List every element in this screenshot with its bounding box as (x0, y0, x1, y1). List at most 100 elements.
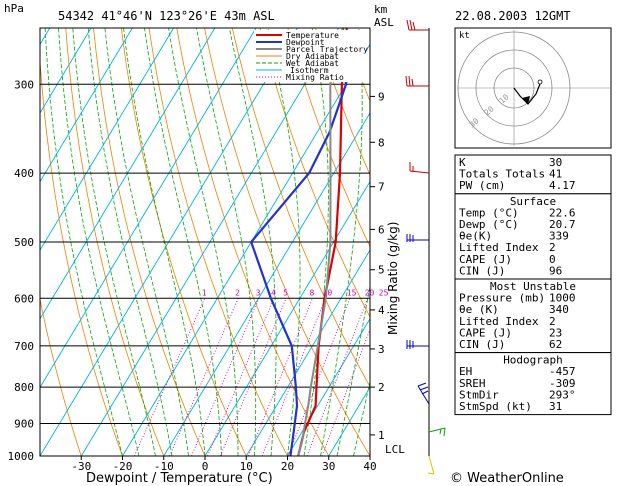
altitude-axis: 1 2 3 4 5 6 7 8 9 (370, 90, 385, 442)
legend-isotherm: Isotherm (290, 66, 329, 75)
table-row-value: 1000 (549, 292, 576, 305)
mixing-ratio-line (207, 298, 275, 456)
altitude-tick-label: 3 (378, 343, 385, 356)
temperature-axis: -30 -20 -10 0 10 20 30 40 (71, 456, 377, 473)
wet-adiabat-line (336, 284, 370, 456)
altitude-tick-label: 5 (378, 264, 385, 277)
legend-parcel: Parcel Trajectory (286, 45, 368, 54)
dry-adiabat-line (148, 28, 288, 456)
legend-mixing-ratio: Mixing Ratio (286, 73, 344, 82)
wind-barb (409, 162, 430, 174)
table-row-value: 0 (549, 253, 556, 266)
dry-adiabat-line (259, 28, 370, 318)
mixing-ratio-line (287, 298, 351, 456)
mixing-ratio-line (306, 298, 369, 456)
mixing-ratio-line (321, 328, 370, 456)
table-row-label: Totals Totals (459, 168, 545, 181)
table-row-label: Dewp (°C) (459, 218, 519, 231)
pressure-tick-label: 800 (14, 381, 34, 394)
table-row-label: Temp (°C) (459, 206, 519, 219)
wind-barb (405, 75, 429, 87)
x-tick-label: -10 (154, 460, 174, 473)
mixing-ratio-lines (133, 298, 370, 456)
asl-label: ASL (374, 16, 394, 29)
altitude-tick-label: 8 (378, 136, 385, 149)
table-row-label: StmSpd (kt) (459, 400, 532, 413)
altitude-tick-label: 9 (378, 90, 385, 103)
altitude-tick-label: 7 (378, 181, 385, 194)
parcel-trajectory-line (297, 28, 344, 456)
mixing-ratio-label: 25 (379, 288, 389, 297)
legend-wet-adiabat: Wet Adiabat (286, 59, 339, 68)
x-tick-label: 10 (240, 460, 253, 473)
mixing-ratio-label: 1 (202, 288, 207, 297)
table-row-value: 41 (549, 168, 562, 181)
table-row-label: Lifted Index (459, 241, 539, 254)
table-row-value: 22.6 (549, 206, 576, 219)
mixing-ratio-line (191, 298, 260, 456)
mixing-ratio-label: 10 (323, 288, 333, 297)
x-tick-label: -20 (113, 460, 133, 473)
dry-adiabat-line (40, 54, 123, 456)
legend-temperature: Temperature (286, 31, 339, 40)
table-row-label: StmDir (459, 388, 499, 401)
table-row-value: 62 (549, 338, 562, 351)
pressure-tick-label: 900 (14, 418, 34, 431)
x-tick-label: 0 (202, 460, 209, 473)
station-info: 54342 41°46'N 123°26'E 43m ASL (58, 9, 275, 23)
wet-adiabat-line (123, 28, 206, 456)
table-section (454, 193, 612, 280)
mixing-ratio-label: 15 (347, 288, 357, 297)
table-row-value: 20.7 (549, 218, 576, 231)
table-row-value: 31 (549, 400, 562, 413)
isotherm-line (287, 317, 370, 456)
isotherm-line (245, 249, 370, 456)
wet-adiabat-line (144, 28, 222, 456)
datetime: 22.08.2003 12GMT (455, 9, 571, 23)
table-row-label: PW (cm) (459, 179, 505, 192)
wind-barb (428, 427, 446, 437)
x-tick-label: -30 (71, 460, 91, 473)
table-row-value: 2 (549, 241, 556, 254)
wet-adiabat-line (72, 28, 156, 456)
table-row-label: SREH (459, 377, 486, 390)
lcl-label: LCL (385, 443, 405, 456)
y-axis-title: Mixing Ratio (g/kg) (386, 222, 400, 335)
pressure-tick-label: 400 (14, 167, 34, 180)
dry-adiabat-line (621, 28, 629, 456)
table-row-value: 96 (549, 264, 562, 277)
table-row-value: -309 (549, 377, 576, 390)
copyright: © WeatherOnline (450, 471, 564, 486)
table-row-value: 339 (549, 230, 569, 243)
mixing-ratio-line (219, 298, 287, 456)
pressure-axis: 300 400 500 600 700 800 900 1000 (8, 78, 35, 463)
table-section-title: Most Unstable (490, 280, 576, 293)
dry-adiabat-line (315, 28, 370, 176)
altitude-tick-label: 6 (378, 223, 385, 236)
table-row-label: CAPE (J) (459, 326, 512, 339)
table-row-label: Pressure (mb) (459, 292, 545, 305)
table-row-value: 4.17 (549, 179, 576, 192)
mixing-ratio-line (247, 298, 313, 456)
hodograph-unit: kt (459, 31, 470, 41)
altitude-tick-label: 4 (378, 304, 385, 317)
table-row-value: -457 (549, 365, 576, 378)
isotherm-line (40, 28, 92, 114)
table-row-label: K (459, 156, 466, 169)
mixing-ratio-label: 5 (283, 288, 288, 297)
wet-adiabat-line (267, 28, 301, 456)
table-row-label: CIN (J) (459, 338, 505, 351)
table-row-value: 340 (549, 303, 569, 316)
dewpoint-line (249, 28, 348, 456)
pressure-lines (40, 83, 370, 456)
x-tick-label: 30 (322, 460, 335, 473)
table-row-value: 2 (549, 315, 556, 328)
wet-adiabat-line (58, 28, 140, 456)
table-row-value: 23 (549, 326, 562, 339)
mixing-ratio-label: 4 (271, 288, 276, 297)
x-axis-title: Dewpoint / Temperature (°C) (86, 471, 273, 486)
table-section (454, 154, 612, 195)
table-section-title: Hodograph (503, 354, 563, 367)
pressure-tick-label: 600 (14, 292, 34, 305)
